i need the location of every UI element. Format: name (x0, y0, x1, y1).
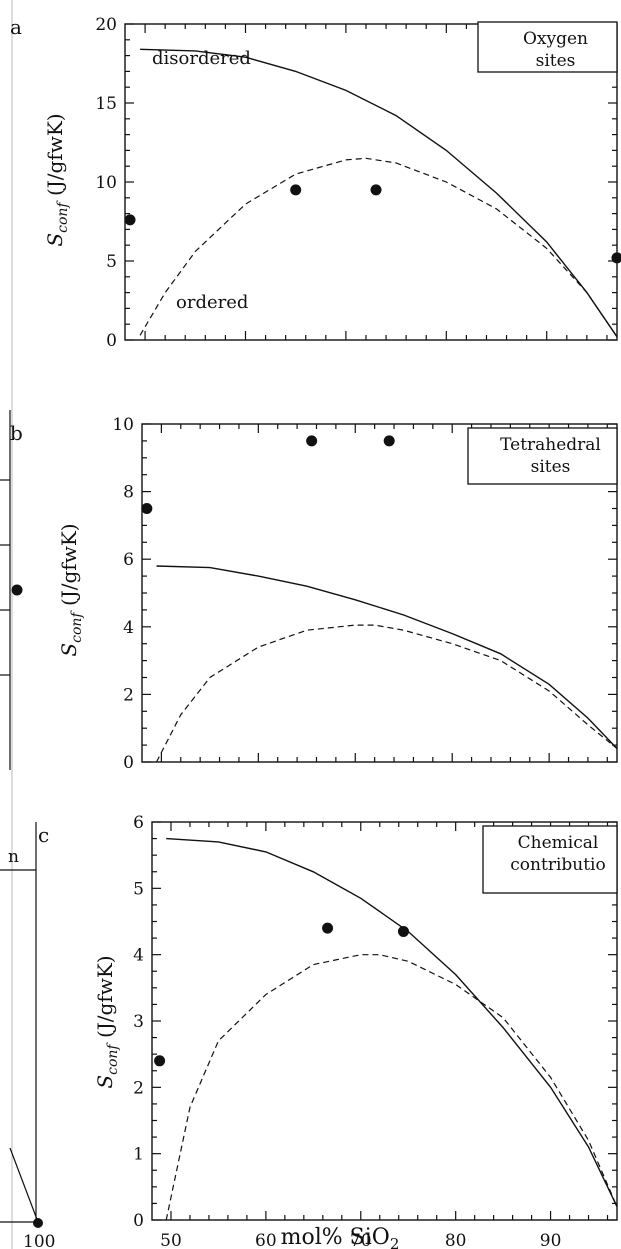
panel-letter: a (10, 15, 22, 39)
data-point (124, 214, 136, 226)
y-tick-label: 4 (133, 946, 144, 966)
x-axis-label: mol% SiO2 (281, 1225, 400, 1249)
left-fragment: n 100 (0, 0, 55, 1249)
data-point (141, 503, 153, 514)
y-tick-label: 0 (106, 331, 117, 351)
y-axis-label: Sconf (J/gfwK) (93, 955, 121, 1088)
x-tick-label: 50 (160, 1231, 182, 1249)
y-axis-label: Sconf (J/gfwK) (43, 113, 71, 246)
legend-text: sites (531, 457, 571, 477)
data-point (290, 184, 302, 196)
data-point (322, 922, 334, 934)
disordered-curve (156, 565, 618, 749)
y-tick-label: 4 (123, 618, 134, 638)
legend-text: Oxygen (523, 29, 588, 49)
ordered-curve (139, 157, 618, 338)
data-point (383, 435, 395, 447)
legend-text: contributio (510, 855, 605, 875)
panel-letter: c (38, 823, 49, 847)
y-tick-label: 10 (112, 415, 134, 435)
legend-box (482, 825, 618, 894)
fragment-point (33, 1218, 43, 1228)
data-point (370, 184, 382, 196)
y-tick-label: 1 (133, 1145, 144, 1165)
y-tick-label: 5 (133, 879, 144, 899)
data-point (154, 1055, 166, 1067)
y-tick-label: 3 (133, 1012, 144, 1032)
data-point (306, 435, 318, 447)
panel-letter: b (10, 421, 23, 445)
annotation-disordered: disordered (152, 48, 251, 69)
annotation-ordered: ordered (176, 292, 248, 313)
legend-box (477, 21, 618, 73)
fragment-label-n: n (8, 847, 19, 867)
disordered-curve (140, 48, 618, 338)
fragment-point (11, 584, 23, 596)
ordered-curve (155, 624, 618, 763)
legend-text: sites (536, 51, 576, 71)
x-tick-label: 80 (445, 1231, 467, 1249)
x-tick-label: 70 (350, 1231, 372, 1249)
legend-text: Tetrahedral (500, 435, 601, 455)
y-tick-label: 5 (106, 252, 117, 272)
x-tick-label: 90 (540, 1231, 562, 1249)
y-tick-label: 0 (123, 753, 134, 773)
legend-text: Chemical (518, 833, 599, 853)
y-tick-label: 6 (123, 550, 134, 570)
x-tick-label: 60 (255, 1231, 277, 1249)
disordered-curve (166, 837, 618, 1208)
y-tick-label: 0 (133, 1211, 144, 1231)
fragment-curve (9, 1147, 39, 1223)
data-point (611, 252, 621, 264)
y-tick-label: 6 (133, 813, 144, 833)
y-tick-label: 10 (95, 173, 117, 193)
ordered-curve (165, 954, 618, 1221)
data-point (397, 925, 409, 937)
y-tick-label: 2 (123, 685, 134, 705)
fragment-tick-100: 100 (23, 1232, 55, 1249)
y-tick-label: 15 (95, 94, 117, 114)
y-axis-label: Sconf (J/gfwK) (57, 523, 85, 656)
y-tick-label: 8 (123, 483, 134, 503)
legend-box (467, 427, 618, 485)
y-tick-label: 2 (133, 1078, 144, 1098)
y-tick-label: 20 (95, 15, 117, 35)
